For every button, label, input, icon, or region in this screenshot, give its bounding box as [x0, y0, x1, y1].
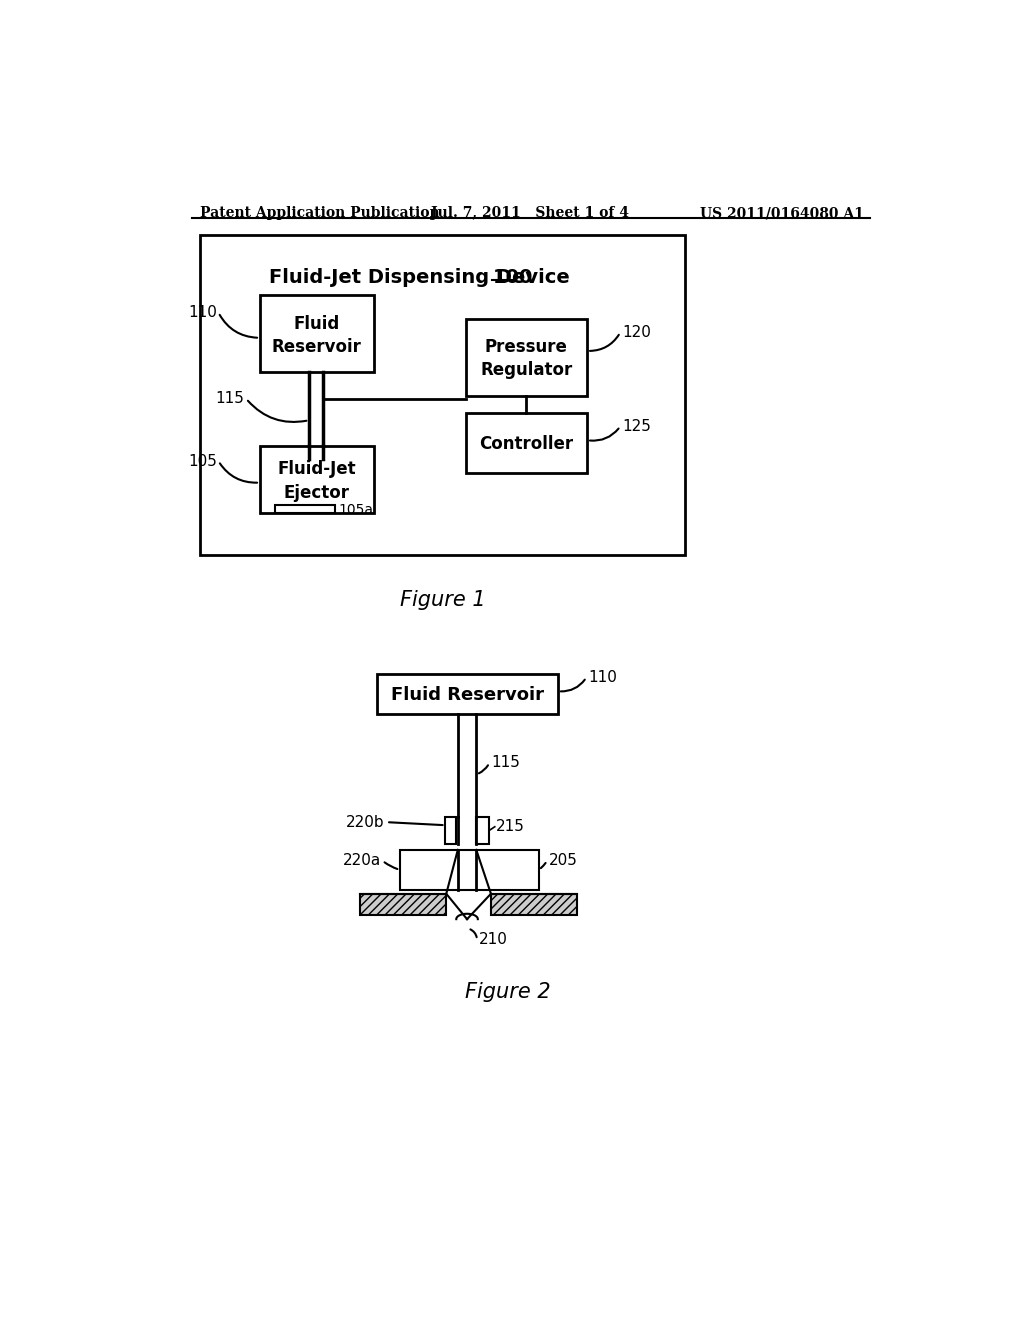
Text: Fluid-Jet
Ejector: Fluid-Jet Ejector: [278, 461, 356, 502]
Bar: [377, 675, 558, 714]
Bar: [275, 506, 336, 513]
Bar: [360, 894, 446, 915]
Text: 100: 100: [493, 268, 532, 286]
Text: 110: 110: [188, 305, 217, 319]
Text: 105a: 105a: [339, 503, 374, 517]
Text: 125: 125: [622, 418, 650, 434]
Text: Jul. 7, 2011   Sheet 1 of 4: Jul. 7, 2011 Sheet 1 of 4: [431, 206, 629, 220]
Text: 205: 205: [549, 853, 578, 869]
Text: Pressure
Regulator: Pressure Regulator: [480, 338, 572, 379]
Text: 220a: 220a: [343, 853, 381, 869]
Text: US 2011/0164080 A1: US 2011/0164080 A1: [700, 206, 864, 220]
Bar: [445, 817, 457, 843]
Text: Controller: Controller: [479, 436, 573, 453]
Bar: [490, 894, 578, 915]
Text: 120: 120: [622, 325, 650, 341]
Text: 115: 115: [216, 391, 245, 407]
Text: Patent Application Publication: Patent Application Publication: [200, 206, 439, 220]
Bar: [200, 235, 685, 554]
Text: 115: 115: [490, 755, 520, 771]
Bar: [466, 413, 587, 473]
Text: 110: 110: [588, 669, 616, 685]
Text: Fluid-Jet Dispensing Device: Fluid-Jet Dispensing Device: [269, 268, 577, 286]
Text: 220b: 220b: [346, 814, 385, 830]
Text: 105: 105: [188, 454, 217, 469]
Text: Fluid Reservoir: Fluid Reservoir: [391, 686, 544, 704]
Text: 210: 210: [478, 932, 508, 948]
Bar: [260, 446, 374, 513]
Text: Figure 1: Figure 1: [399, 590, 485, 610]
Bar: [476, 817, 488, 843]
Text: Figure 2: Figure 2: [465, 982, 551, 1002]
Bar: [466, 318, 587, 396]
Bar: [400, 850, 539, 890]
Text: Fluid
Reservoir: Fluid Reservoir: [272, 314, 361, 356]
Text: 215: 215: [496, 820, 524, 834]
Bar: [260, 296, 374, 372]
